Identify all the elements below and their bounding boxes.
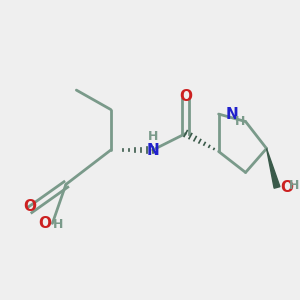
Text: O: O [179, 88, 192, 104]
Text: N: N [226, 106, 239, 122]
Text: H: H [289, 179, 300, 192]
Text: N: N [146, 142, 159, 158]
Text: O: O [23, 200, 36, 214]
Polygon shape [266, 148, 280, 188]
Text: O: O [38, 216, 51, 231]
Text: H: H [148, 130, 158, 143]
Text: O: O [280, 180, 294, 195]
Text: H: H [235, 115, 245, 128]
Text: H: H [53, 218, 64, 231]
